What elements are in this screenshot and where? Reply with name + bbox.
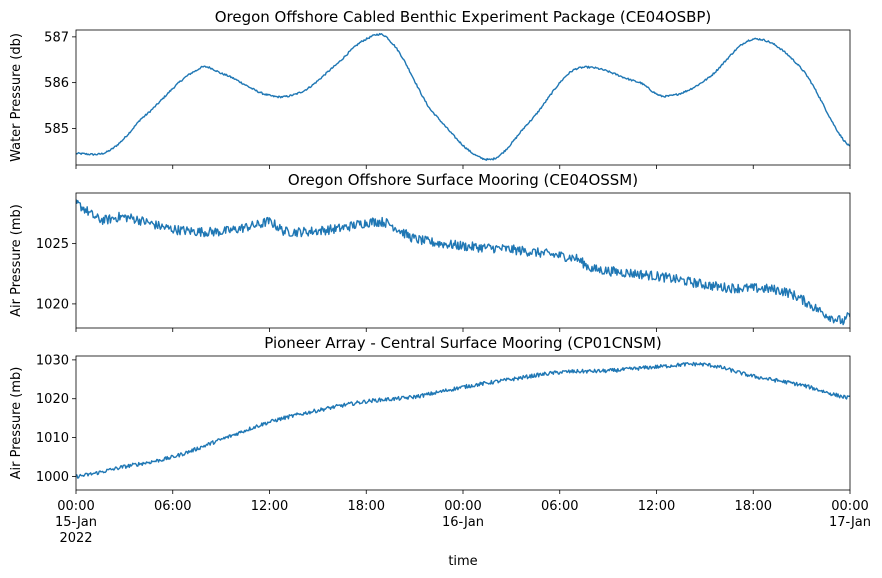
y-tick-label: 585 — [44, 122, 69, 137]
x-tick-label: 18:00 — [348, 499, 385, 514]
x-tick-label: 12:00 — [638, 499, 675, 514]
panel-2: Oregon Offshore Surface Mooring (CE04OSS… — [9, 171, 851, 332]
plot-area-frame — [75, 192, 851, 329]
x-tick-label: 15-Jan — [55, 515, 97, 530]
y-tick-label: 587 — [44, 30, 69, 45]
panel-title: Pioneer Array - Central Surface Mooring … — [264, 334, 662, 352]
y-axis-label: Water Pressure (db) — [9, 33, 24, 162]
y-tick-label: 1010 — [36, 431, 69, 446]
x-tick-label: 00:00 — [57, 499, 94, 514]
x-tick-label: 12:00 — [251, 499, 288, 514]
plot-area-frame — [75, 29, 851, 166]
x-tick-label: 16-Jan — [442, 515, 484, 530]
y-tick-label: 1030 — [36, 353, 69, 368]
x-tick-label: 00:00 — [444, 499, 481, 514]
data-series-line — [76, 361, 850, 479]
x-axis-label: time — [448, 554, 477, 569]
x-tick-label: 06:00 — [541, 499, 578, 514]
plot-area-frame — [75, 355, 851, 491]
panel-title: Oregon Offshore Cabled Benthic Experimen… — [215, 8, 712, 26]
y-tick-label: 1000 — [36, 470, 69, 485]
panel-1: Oregon Offshore Cabled Benthic Experimen… — [9, 8, 851, 169]
x-tick-label: 00:00 — [831, 499, 868, 514]
y-tick-label: 1020 — [36, 297, 69, 312]
y-axis-label: Air Pressure (mb) — [9, 204, 24, 317]
x-tick-label: 2022 — [59, 531, 92, 546]
y-tick-label: 1020 — [36, 392, 69, 407]
y-tick-label: 586 — [44, 76, 69, 91]
y-axis-label: Air Pressure (mb) — [9, 367, 24, 480]
panel-title: Oregon Offshore Surface Mooring (CE04OSS… — [288, 171, 638, 189]
x-tick-label: 06:00 — [154, 499, 191, 514]
x-tick-label: 18:00 — [735, 499, 772, 514]
x-tick-label: 17-Jan — [829, 515, 871, 530]
data-series-line — [76, 32, 850, 161]
data-series-line — [76, 199, 850, 326]
y-tick-label: 1025 — [36, 237, 69, 252]
panel-3: Pioneer Array - Central Surface Mooring … — [9, 334, 851, 494]
